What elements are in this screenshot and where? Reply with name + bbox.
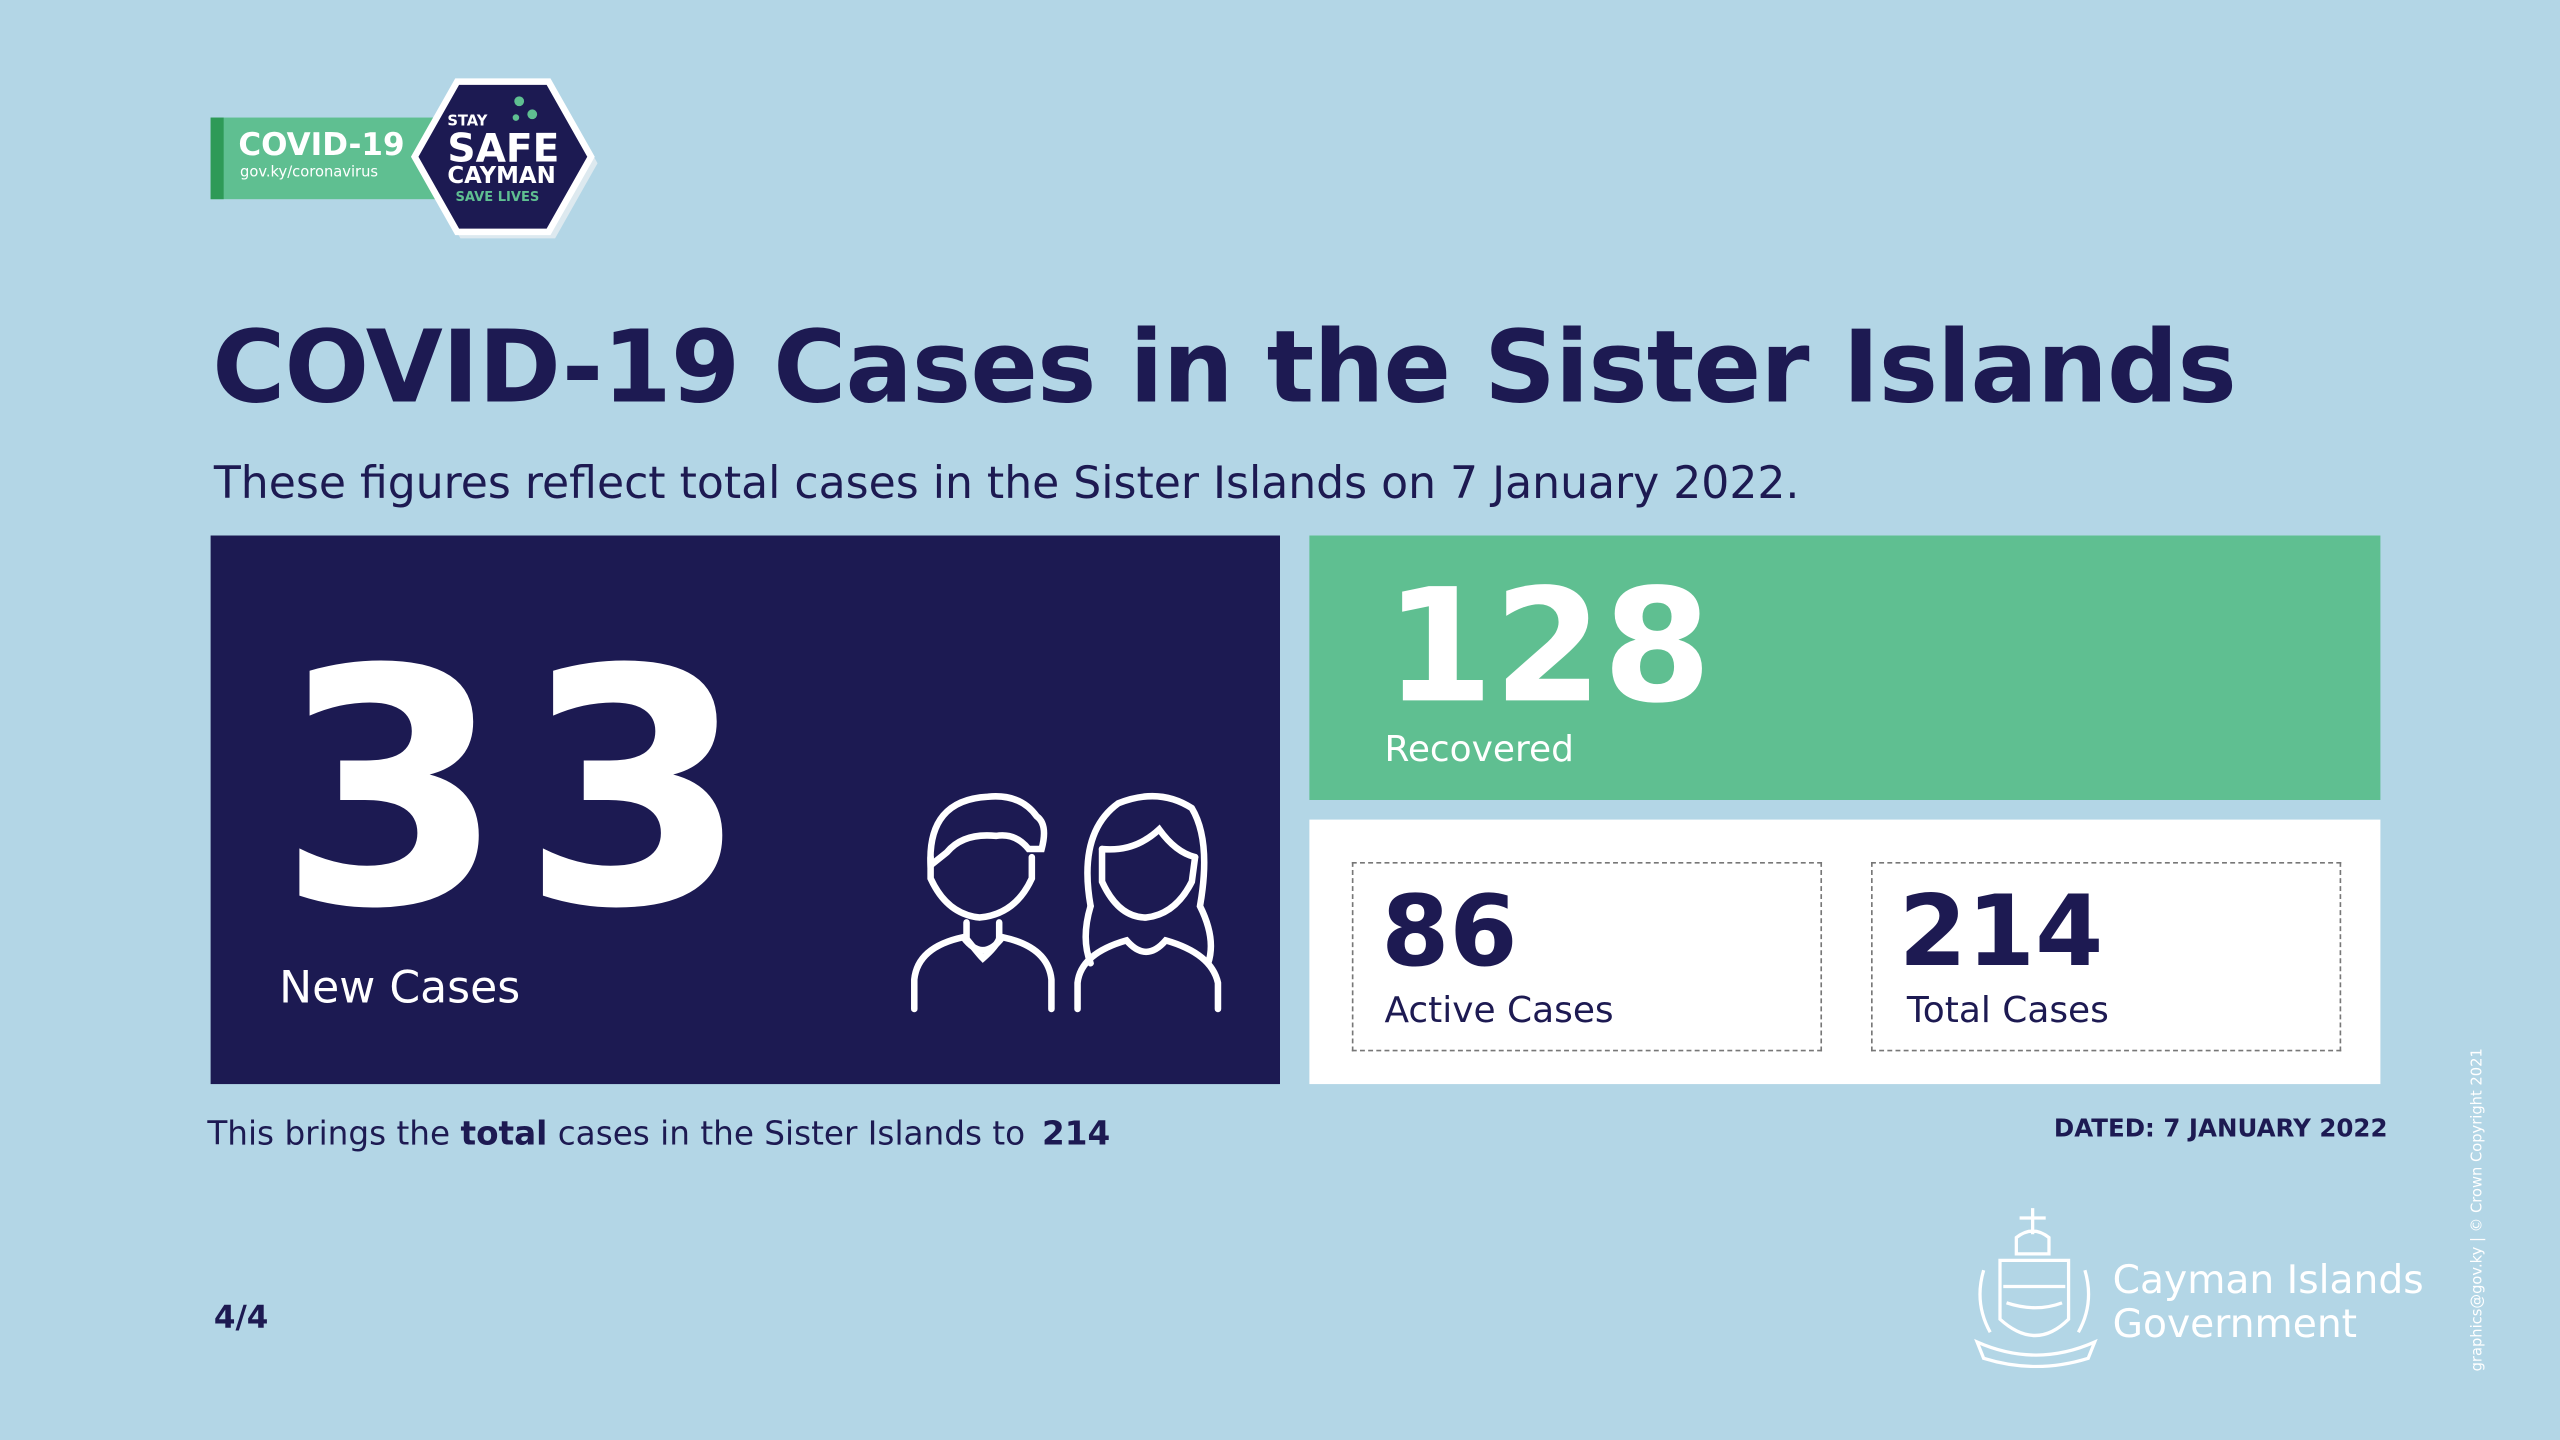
total-label: Total Cases bbox=[1906, 991, 2109, 1032]
coat-of-arms bbox=[1974, 1208, 2098, 1369]
dated: DATED: 7 JANUARY 2022 bbox=[2053, 1113, 2388, 1143]
active-box bbox=[1351, 862, 1823, 1052]
footer-sentence: This brings the total cases in the Siste… bbox=[207, 1113, 1110, 1152]
logo-hexagon bbox=[410, 78, 598, 239]
new-cases-panel bbox=[210, 535, 1280, 1085]
logo-stay: STAY bbox=[447, 114, 488, 131]
recovered-panel bbox=[1309, 535, 2381, 800]
subtitle: These figures reflect total cases in the… bbox=[213, 458, 1800, 510]
logo-url: gov.ky/coronavirus bbox=[239, 164, 379, 182]
logo-covid: COVID-19 bbox=[238, 127, 405, 164]
recovered-label: Recovered bbox=[1384, 729, 1574, 771]
footer-text: This brings the bbox=[207, 1113, 451, 1153]
credit: graphics@gov.ky | © Crown Copyright 2021 bbox=[2470, 1048, 2487, 1372]
title: COVID-19 Cases in the Sister Islands bbox=[212, 310, 2236, 427]
new-cases-label: New Cases bbox=[279, 963, 521, 1014]
government-line2: Government bbox=[2112, 1301, 2358, 1347]
government-line1: Cayman Islands bbox=[2112, 1257, 2424, 1303]
logo-safe: SAFE bbox=[447, 125, 560, 172]
total-value: 214 bbox=[1898, 875, 2104, 990]
footer-bold: total bbox=[460, 1113, 548, 1153]
footer-total: 214 bbox=[1042, 1113, 1111, 1153]
page-number: 4/4 bbox=[213, 1299, 269, 1336]
logo-badge bbox=[210, 117, 436, 200]
logo-save-lives: SAVE LIVES bbox=[455, 189, 540, 205]
total-box bbox=[1871, 862, 2342, 1052]
people-icon bbox=[911, 792, 1222, 1013]
footer-text: cases in the Sister Islands to bbox=[557, 1113, 1026, 1153]
stats-panel bbox=[1309, 819, 2381, 1085]
recovered-value: 128 bbox=[1384, 555, 1712, 738]
logo-cayman: CAYMAN bbox=[447, 163, 556, 190]
new-cases-value: 33 bbox=[277, 600, 765, 982]
active-value: 86 bbox=[1381, 875, 1518, 990]
active-label: Active Cases bbox=[1384, 991, 1614, 1032]
